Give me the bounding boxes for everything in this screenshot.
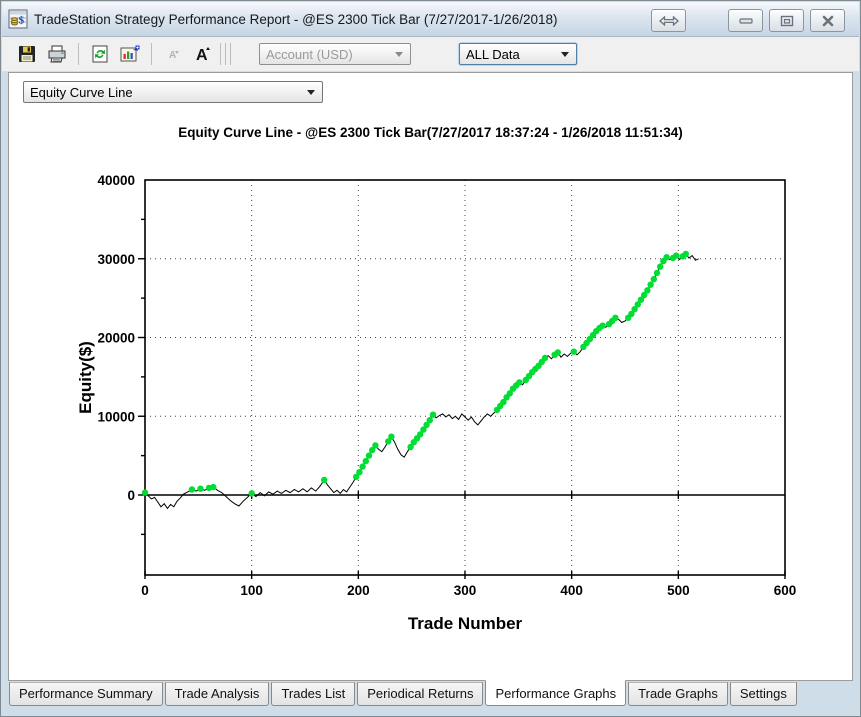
svg-text:400: 400: [560, 583, 583, 598]
svg-text:500: 500: [667, 583, 690, 598]
window-title: TradeStation Strategy Performance Report…: [34, 11, 558, 27]
tab-trade-analysis[interactable]: Trade Analysis: [164, 682, 270, 706]
save-icon: [19, 46, 35, 62]
save-button[interactable]: [15, 42, 39, 66]
toolbar-separator: [225, 43, 226, 65]
svg-text:A: A: [196, 47, 208, 64]
svg-text:100: 100: [240, 583, 263, 598]
minimize-icon: [738, 17, 753, 24]
toolbar-separator: [230, 43, 231, 65]
svg-text:$: $: [19, 15, 25, 27]
chevron-down-icon: [561, 52, 569, 57]
toolbar: A A Account (USD) ALL Data: [2, 37, 859, 72]
decrease-font-button[interactable]: A: [161, 42, 185, 66]
maximize-button[interactable]: [769, 9, 804, 32]
close-icon: [822, 15, 833, 26]
tradestation-report-icon: $: [8, 9, 28, 29]
increase-font-button[interactable]: A: [191, 42, 215, 66]
chevron-down-icon: [307, 90, 315, 95]
decrease-font-icon: A: [169, 50, 179, 61]
svg-text:600: 600: [774, 583, 797, 598]
tab-bar: Performance Summary Trade Analysis Trades …: [9, 680, 850, 706]
increase-font-icon: A: [196, 47, 210, 64]
minimize-button[interactable]: [728, 9, 763, 32]
tab-performance-graphs[interactable]: Performance Graphs: [485, 680, 627, 706]
refresh-button[interactable]: [88, 42, 112, 66]
tab-settings[interactable]: Settings: [729, 682, 797, 706]
data-range-dropdown-value: ALL Data: [466, 46, 520, 62]
swap-icon: [658, 15, 679, 26]
tab-trades-list[interactable]: Trades List: [271, 682, 356, 706]
tab-periodical-returns[interactable]: Periodical Returns: [357, 682, 484, 706]
svg-text:20000: 20000: [97, 331, 135, 346]
graph-type-dropdown-value: Equity Curve Line: [30, 84, 133, 100]
svg-text:300: 300: [454, 583, 477, 598]
export-report-button[interactable]: [118, 42, 142, 66]
svg-text:200: 200: [347, 583, 370, 598]
svg-text:A: A: [169, 50, 176, 61]
equity-curve-chart: 0 10000 20000 30000 40000 0 100 200 300 400 500 600…: [76, 173, 797, 633]
print-button[interactable]: [45, 42, 69, 66]
toolbar-separator: [78, 43, 79, 65]
refresh-icon: [92, 45, 108, 63]
close-button[interactable]: [810, 9, 845, 32]
svg-text:Equity($): Equity($): [76, 341, 95, 414]
restore-icon: [780, 15, 793, 26]
swap-window-button[interactable]: [651, 9, 686, 32]
svg-text:40000: 40000: [97, 173, 135, 188]
svg-text:Trade Number: Trade Number: [408, 614, 523, 633]
chart-title: Equity Curve Line - @ES 2300 Tick Bar(7/…: [178, 125, 683, 140]
graph-type-dropdown[interactable]: Equity Curve Line: [23, 81, 323, 103]
account-dropdown[interactable]: Account (USD): [259, 43, 411, 65]
title-bar[interactable]: $ TradeStation Strategy Performance Repo…: [2, 2, 859, 37]
tab-performance-summary[interactable]: Performance Summary: [9, 682, 163, 706]
report-content-panel: Equity Curve Line Equity Curve Line - @E…: [8, 72, 853, 681]
toolbar-separator: [220, 43, 221, 65]
svg-text:0: 0: [127, 488, 135, 503]
print-icon: [48, 45, 66, 63]
svg-text:0: 0: [141, 583, 149, 598]
svg-text:30000: 30000: [97, 252, 135, 267]
chevron-down-icon: [395, 52, 403, 57]
export-report-icon: [120, 45, 140, 62]
toolbar-separator: [151, 43, 152, 65]
tab-trade-graphs[interactable]: Trade Graphs: [628, 682, 728, 706]
data-range-dropdown[interactable]: ALL Data: [459, 43, 577, 65]
svg-text:10000: 10000: [97, 409, 135, 424]
account-dropdown-value: Account (USD): [266, 46, 353, 62]
